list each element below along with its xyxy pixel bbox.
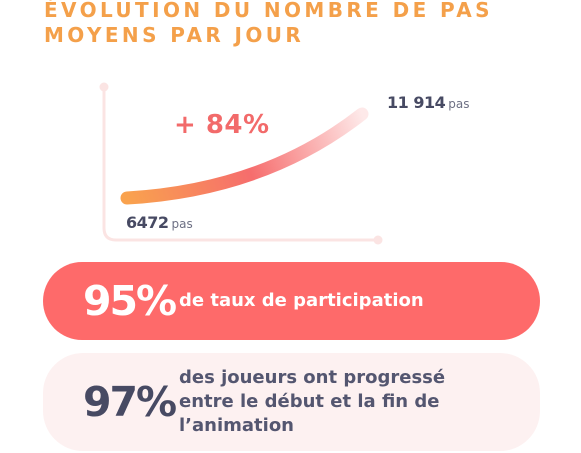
end-unit: pas bbox=[448, 97, 470, 111]
page-title: ÉVOLUTION DU NOMBRE DE PAS MOYENS PAR JO… bbox=[44, 0, 493, 48]
end-value: 11 914 bbox=[387, 93, 446, 112]
x-axis-end-dot bbox=[373, 235, 383, 245]
axes bbox=[102, 88, 377, 242]
end-value-label: 11 914 pas bbox=[387, 93, 469, 112]
title-line-2: MOYENS PAR JOUR bbox=[44, 23, 305, 47]
steps-chart bbox=[99, 82, 383, 245]
title-line-1: ÉVOLUTION DU NOMBRE DE PAS bbox=[44, 0, 493, 22]
participation-label: de taux de participation bbox=[179, 290, 424, 311]
y-axis-end-dot bbox=[99, 82, 109, 92]
start-value-label: 6472 pas bbox=[126, 213, 193, 232]
start-value: 6472 bbox=[126, 213, 169, 232]
participation-stat: 95% de taux de participation bbox=[43, 262, 540, 340]
start-unit: pas bbox=[171, 217, 193, 231]
progress-value: 97% bbox=[83, 378, 177, 426]
change-percent: + 84% bbox=[174, 110, 270, 140]
growth-curve bbox=[120, 107, 369, 205]
progress-stat: 97% des joueurs ont progressé entre le d… bbox=[43, 353, 540, 451]
progress-label: des joueurs ont progressé entre le début… bbox=[179, 367, 446, 436]
participation-value: 95% bbox=[83, 277, 177, 325]
